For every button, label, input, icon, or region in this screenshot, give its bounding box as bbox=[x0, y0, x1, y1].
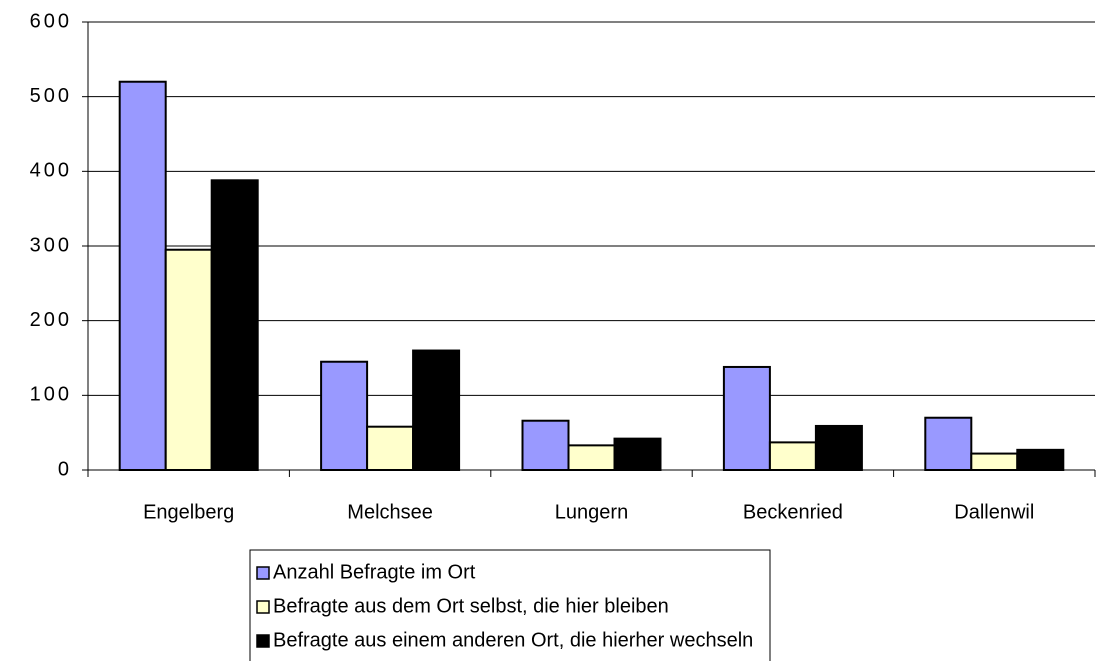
legend-label: Anzahl Befragte im Ort bbox=[273, 561, 476, 583]
bar bbox=[768, 441, 817, 471]
x-tick-label: Engelberg bbox=[143, 501, 234, 523]
bar bbox=[366, 425, 415, 471]
legend-label: Befragte aus einem anderen Ort, die hier… bbox=[273, 629, 753, 651]
legend-box bbox=[249, 549, 771, 661]
legend-swatch bbox=[256, 566, 270, 580]
bar bbox=[412, 349, 461, 471]
y-tick-label: 200 bbox=[30, 309, 72, 331]
x-tick-label: Dallenwil bbox=[954, 501, 1034, 523]
bar bbox=[164, 248, 213, 471]
y-tick-label: 100 bbox=[30, 384, 72, 406]
bar bbox=[118, 80, 167, 471]
bar bbox=[613, 437, 662, 472]
y-tick-label: 500 bbox=[30, 85, 72, 107]
y-tick-label: 300 bbox=[30, 234, 72, 256]
legend-swatch bbox=[256, 600, 270, 614]
bar bbox=[924, 416, 973, 472]
bar bbox=[1016, 448, 1065, 471]
bar bbox=[567, 444, 616, 471]
legend-label: Befragte aus dem Ort selbst, die hier bl… bbox=[273, 595, 669, 617]
bar bbox=[722, 365, 771, 471]
bar bbox=[970, 452, 1019, 471]
legend-swatch bbox=[256, 634, 270, 648]
bar bbox=[521, 419, 570, 471]
bar bbox=[814, 424, 863, 471]
bar bbox=[210, 179, 259, 471]
y-tick-label: 600 bbox=[30, 10, 72, 32]
x-tick-label: Lungern bbox=[555, 501, 628, 523]
x-tick-label: Beckenried bbox=[743, 501, 843, 523]
y-tick-label: 0 bbox=[58, 458, 72, 480]
bar bbox=[320, 360, 369, 472]
x-tick-label: Melchsee bbox=[347, 501, 433, 523]
y-tick-label: 400 bbox=[30, 160, 72, 182]
